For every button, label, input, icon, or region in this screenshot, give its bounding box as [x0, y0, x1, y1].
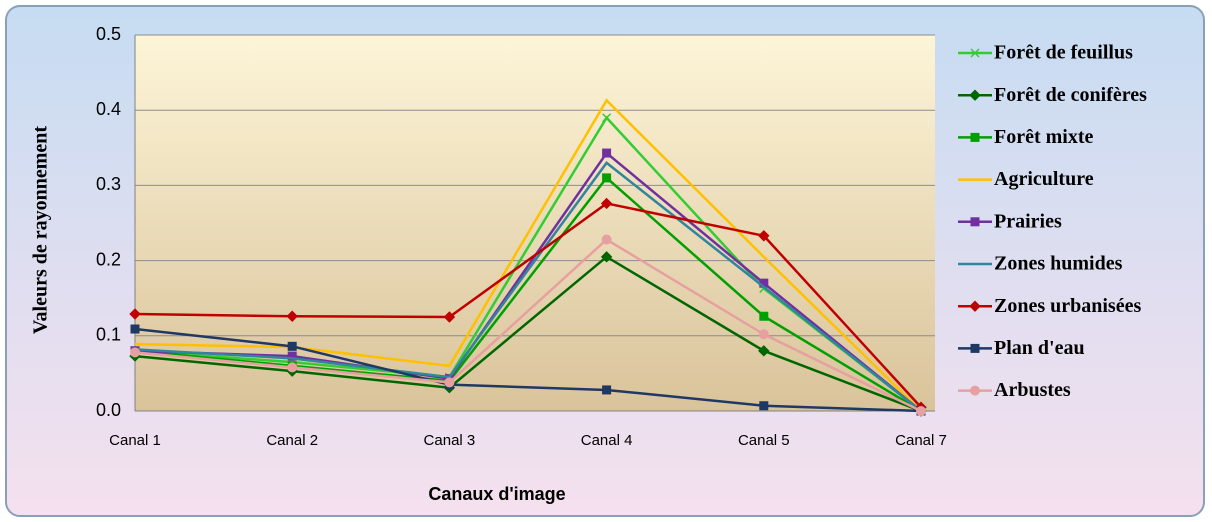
marker [601, 234, 612, 245]
x-tick-label: Canal 7 [895, 432, 947, 449]
marker [759, 401, 769, 411]
marker [916, 406, 926, 416]
y-tick-label: 0.3 [96, 174, 121, 194]
legend-label: Forêt de feuillus [994, 42, 1133, 64]
legend-label: Prairies [994, 210, 1062, 232]
marker [600, 251, 613, 263]
legend-label: Plan d'eau [994, 337, 1085, 359]
series-line [134, 176, 922, 413]
marker [758, 345, 770, 357]
marker [758, 230, 770, 242]
marker [602, 113, 612, 123]
x-tick-label: Canal 5 [738, 432, 790, 449]
legend-label: Forêt de conifères [994, 84, 1147, 106]
marker [600, 197, 613, 210]
marker [287, 351, 297, 361]
legend-label: Zones humides [994, 253, 1123, 275]
legend-marker [970, 217, 980, 227]
marker [602, 173, 612, 183]
series-line [134, 255, 922, 413]
legend-label: Zones urbanisées [994, 295, 1141, 317]
x-tick-label: Canal 4 [581, 432, 633, 449]
legend-label: Agriculture [994, 168, 1094, 190]
marker [444, 377, 455, 388]
marker [130, 347, 140, 358]
marker [129, 308, 141, 320]
marker [602, 148, 612, 158]
legend-marker [969, 89, 981, 101]
marker [286, 310, 298, 322]
marker [759, 311, 769, 321]
legend-marker [970, 385, 980, 396]
series-line [134, 237, 922, 413]
series-line [134, 327, 922, 413]
series-line [134, 151, 922, 412]
x-tick-label: Canal 1 [109, 432, 161, 449]
legend-marker [970, 48, 980, 58]
x-tick-label: Canal 2 [266, 432, 318, 449]
legend-label: Forêt mixte [994, 126, 1094, 148]
marker [287, 341, 297, 351]
legend-marker [969, 300, 981, 312]
legend-marker [970, 343, 980, 353]
y-tick-label: 0.5 [96, 24, 121, 44]
series-line [134, 98, 922, 412]
marker [443, 311, 456, 323]
marker [287, 362, 298, 373]
x-tick-label: Canal 3 [424, 432, 476, 449]
y-axis-label: Valeurs de rayonnement [30, 126, 52, 334]
x-axis-label: Canaux d'image [428, 484, 565, 504]
series-line [134, 202, 922, 409]
y-tick-label: 0.1 [96, 325, 121, 345]
legend-marker [970, 132, 980, 142]
legend-label: Arbustes [994, 379, 1071, 401]
marker [130, 324, 140, 334]
series-line [134, 161, 922, 412]
y-tick-label: 0.2 [96, 249, 121, 269]
y-tick-label: 0.0 [96, 400, 121, 420]
y-tick-label: 0.4 [96, 99, 121, 119]
marker [758, 329, 769, 340]
marker [602, 385, 612, 395]
